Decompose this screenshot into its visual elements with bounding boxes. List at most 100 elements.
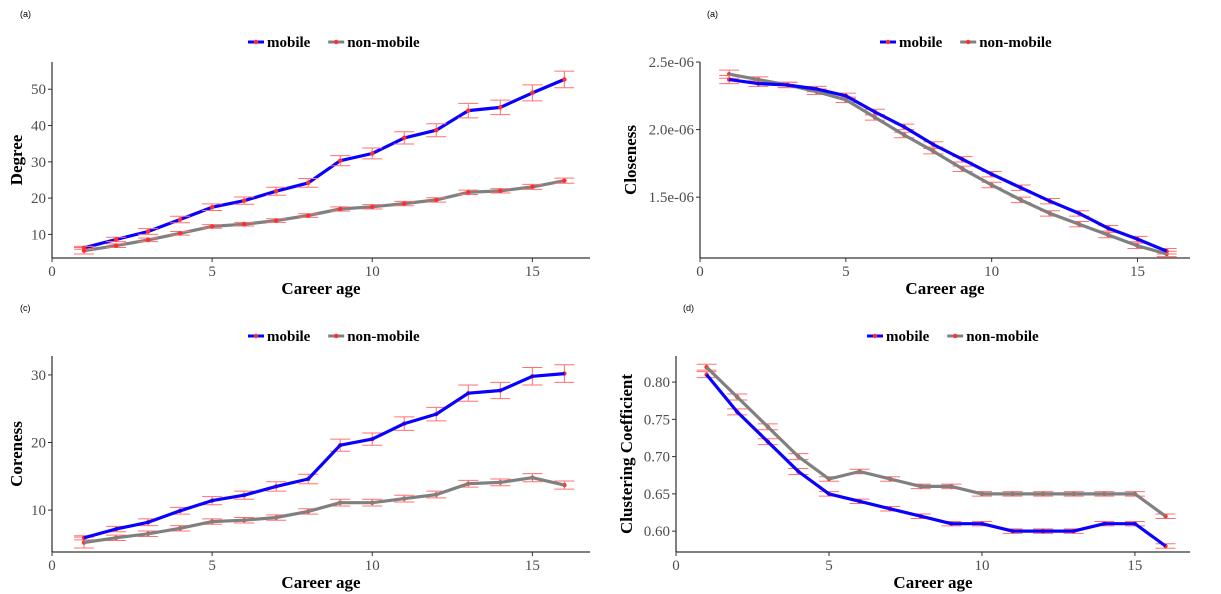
data-point <box>241 222 247 227</box>
panel-label: (a) <box>707 9 718 19</box>
y-tick-label: 10 <box>31 227 46 243</box>
legend-label-non-mobile: non-mobile <box>966 329 1039 345</box>
y-tick-label: 30 <box>31 368 46 384</box>
series-mobile <box>705 373 1167 548</box>
y-axis-title: Coreness <box>7 421 26 487</box>
panel-label: (a) <box>20 9 31 19</box>
legend-marker-non-mobile <box>334 333 339 339</box>
chart-panel-2: (a) mobile non-mobile 0 5 10 15 1.5e-06 2.0e-06 2… <box>621 9 1190 298</box>
x-tick-label: 5 <box>208 264 216 280</box>
y-axis-title: Clustering Coefficient <box>617 374 636 534</box>
legend: mobile non-mobile <box>248 35 420 51</box>
x-tick-label: 5 <box>825 558 833 574</box>
data-point <box>113 243 119 248</box>
series-line-mobile <box>728 78 1168 253</box>
series-line-non-mobile <box>83 476 565 545</box>
legend: mobile non-mobile <box>880 35 1052 51</box>
y-tick-label: 2.0e-06 <box>649 123 695 139</box>
data-point <box>370 204 375 210</box>
legend-label-mobile: mobile <box>267 35 311 51</box>
legend-marker-mobile <box>872 333 878 339</box>
y-tick-label: 50 <box>31 82 46 98</box>
y-tick-label: 30 <box>31 155 46 171</box>
y-tick-label: 2.5e-06 <box>649 55 695 71</box>
y-tick-label: 0.70 <box>644 450 670 466</box>
data-point <box>402 201 407 206</box>
legend-marker-non-mobile <box>334 39 339 45</box>
data-point <box>402 135 407 141</box>
x-tick-label: 0 <box>48 558 56 574</box>
data-point <box>434 197 439 203</box>
x-tick-label: 15 <box>1127 558 1142 574</box>
legend-label-non-mobile: non-mobile <box>347 329 420 345</box>
data-point <box>273 189 279 194</box>
data-point <box>273 218 279 223</box>
x-tick-label: 15 <box>525 558 540 574</box>
data-point <box>241 198 247 203</box>
series-non-mobile <box>705 366 1167 518</box>
legend-label-mobile: mobile <box>267 329 311 345</box>
legend-marker-mobile <box>253 333 259 339</box>
data-point <box>305 180 311 186</box>
data-point <box>145 229 151 234</box>
y-tick-label: 0.80 <box>644 375 670 391</box>
legend-marker-mobile <box>885 39 891 45</box>
series-non-mobile <box>728 72 1168 256</box>
y-axis-title: Degree <box>7 134 26 185</box>
y-tick-label: 40 <box>31 119 46 135</box>
y-tick-label: 1.5e-06 <box>649 190 695 206</box>
legend-label-non-mobile: non-mobile <box>979 35 1052 51</box>
x-tick-label: 10 <box>365 264 380 280</box>
data-point <box>338 206 343 212</box>
data-point <box>466 190 471 195</box>
series-line-non-mobile <box>705 366 1167 518</box>
series-line-mobile <box>83 77 566 250</box>
data-point <box>177 217 183 222</box>
legend-label-mobile: mobile <box>886 329 930 345</box>
x-tick-label: 0 <box>696 264 704 280</box>
x-axis-title: Career age <box>281 279 361 298</box>
series-mobile <box>83 372 565 540</box>
data-point <box>177 231 183 236</box>
y-axis-title: Closeness <box>621 125 640 195</box>
y-tick-label: 10 <box>31 503 46 519</box>
data-point <box>562 77 567 82</box>
data-point <box>81 245 87 251</box>
series-non-mobile <box>83 476 565 545</box>
data-point <box>562 178 567 183</box>
legend-marker-mobile <box>253 39 259 45</box>
x-tick-label: 5 <box>842 264 850 280</box>
x-axis-title: Career age <box>905 279 985 298</box>
series-line-mobile <box>83 372 565 540</box>
panel-label: (d) <box>683 303 694 313</box>
x-tick-label: 15 <box>1130 264 1145 280</box>
x-axis-title: Career age <box>893 573 973 592</box>
x-tick-label: 10 <box>984 264 999 280</box>
legend-marker-non-mobile <box>966 39 971 45</box>
legend: mobile non-mobile <box>867 329 1039 345</box>
data-point <box>498 105 503 110</box>
chart-panel-3: (c) mobile non-mobile 0 5 10 15 10 20 30 Career ag… <box>7 303 590 592</box>
chart-panel-4: (d) mobile non-mobile 0 5 10 15 0.60 0.65 0.70 0.7… <box>617 303 1190 592</box>
data-point <box>370 151 375 156</box>
series-mobile <box>728 78 1168 253</box>
y-tick-label: 0.65 <box>644 487 670 503</box>
legend-marker-non-mobile <box>953 333 958 339</box>
data-point <box>466 108 471 113</box>
y-tick-label: 20 <box>31 436 46 452</box>
x-tick-label: 5 <box>208 558 216 574</box>
series-line-non-mobile <box>83 179 565 253</box>
data-point <box>530 90 535 96</box>
legend-label-mobile: mobile <box>899 35 943 51</box>
data-point <box>209 204 215 210</box>
data-point <box>145 237 151 243</box>
x-tick-label: 10 <box>974 558 989 574</box>
data-point <box>305 213 311 218</box>
y-tick-label: 0.75 <box>644 412 670 428</box>
data-point <box>113 237 119 242</box>
data-point <box>209 224 215 229</box>
x-tick-label: 0 <box>48 264 56 280</box>
series-line-non-mobile <box>728 72 1168 256</box>
